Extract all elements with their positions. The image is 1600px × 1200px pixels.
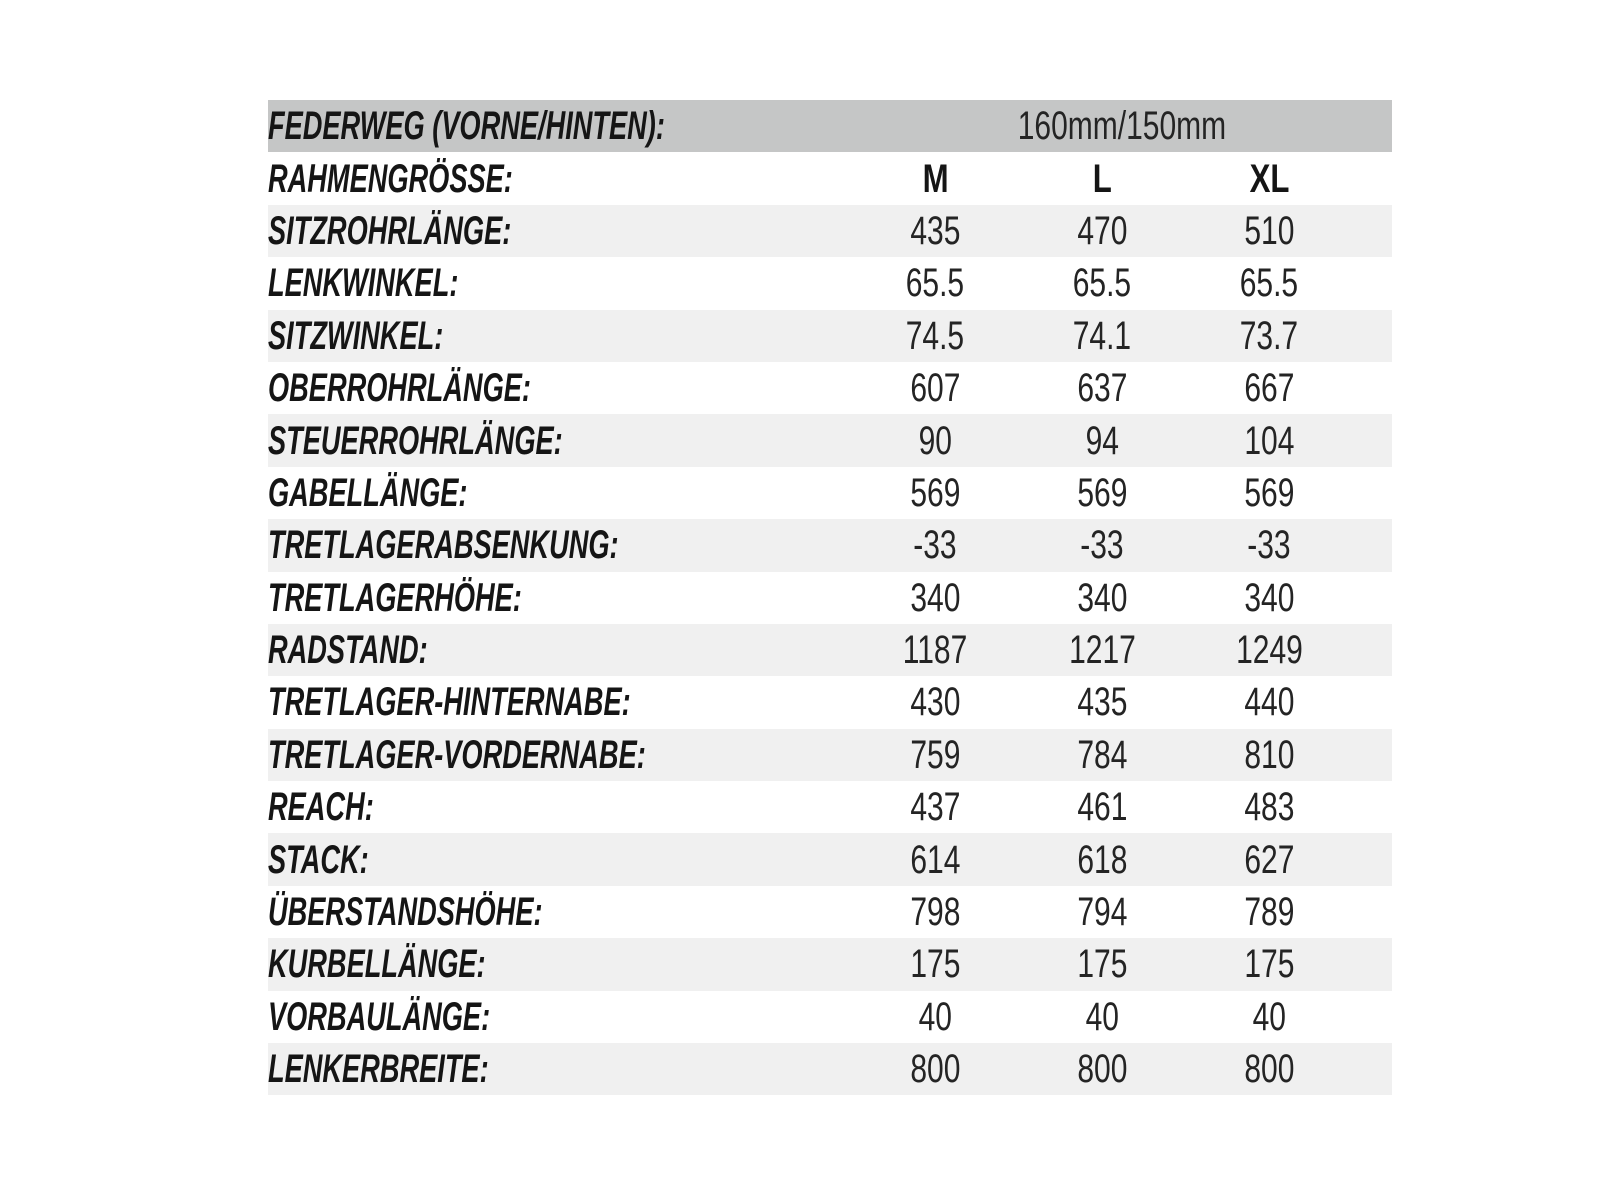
value-l: 800 <box>1077 1047 1128 1092</box>
geometry-spec-table: FEDERWEG (VORNE/HINTEN): 160mm/150mm RAH… <box>268 100 1392 1096</box>
value-m: 430 <box>910 680 961 725</box>
value-xl: 800 <box>1244 1047 1295 1092</box>
row-label: TRETLAGER-HINTERNABE: <box>268 680 631 725</box>
value-m: 1187 <box>902 628 968 673</box>
value-xl: 40 <box>1252 994 1286 1039</box>
value-l: 618 <box>1077 837 1128 882</box>
value-m: 759 <box>910 732 961 777</box>
row-federweg: FEDERWEG (VORNE/HINTEN): 160mm/150mm <box>268 100 1392 153</box>
row-label: STACK: <box>268 837 369 882</box>
value-m: 40 <box>918 994 952 1039</box>
federweg-value: 160mm/150mm <box>1017 104 1226 149</box>
value-l: 794 <box>1077 890 1128 935</box>
value-l: 569 <box>1077 470 1128 515</box>
size-header-xl: XL <box>1249 156 1290 201</box>
row-label: SITZWINKEL: <box>268 313 444 358</box>
row-label: STEUERROHRLÄNGE: <box>268 418 563 463</box>
value-xl: 1249 <box>1235 628 1303 673</box>
row-label-federweg: FEDERWEG (VORNE/HINTEN): <box>268 104 665 149</box>
row-lenkerbreite: LENKERBREITE: 800 800 800 <box>268 1043 1392 1096</box>
value-xl: 104 <box>1244 418 1295 463</box>
row-sitzwinkel: SITZWINKEL: 74.5 74.1 73.7 <box>268 309 1392 362</box>
geometry-spec-table-container: FEDERWEG (VORNE/HINTEN): 160mm/150mm RAH… <box>268 100 1392 1096</box>
value-m: 607 <box>910 366 961 411</box>
value-l: 435 <box>1077 680 1128 725</box>
row-label: KURBELLÄNGE: <box>268 942 486 987</box>
value-m: 65.5 <box>906 261 965 306</box>
row-oberrohrlaenge: OBERROHRLÄNGE: 607 637 667 <box>268 362 1392 414</box>
size-header-m: M <box>922 156 949 201</box>
value-xl: 667 <box>1244 366 1295 411</box>
row-sitzrohrlaenge: SITZROHRLÄNGE: 435 470 510 <box>268 204 1392 258</box>
value-xl: 789 <box>1244 890 1295 935</box>
value-l: 65.5 <box>1073 261 1132 306</box>
value-xl: 569 <box>1244 470 1295 515</box>
row-vorbaulaenge: VORBAULÄNGE: 40 40 40 <box>268 991 1392 1043</box>
value-m: 340 <box>910 575 961 620</box>
value-xl: 510 <box>1244 208 1295 253</box>
row-rahmengroesse: RAHMENGRÖSSE: M L XL <box>268 152 1392 204</box>
row-ueberstandshoehe: ÜBERSTANDSHÖHE: 798 794 789 <box>268 886 1392 938</box>
row-steuerrohrlaenge: STEUERROHRLÄNGE: 90 94 104 <box>268 414 1392 467</box>
value-l: 175 <box>1077 942 1128 987</box>
row-tretlagerhoehe: TRETLAGERHÖHE: 340 340 340 <box>268 572 1392 624</box>
row-label: RADSTAND: <box>268 628 428 673</box>
row-kurbellaenge: KURBELLÄNGE: 175 175 175 <box>268 938 1392 991</box>
row-label: OBERROHRLÄNGE: <box>268 366 531 411</box>
value-m: 437 <box>910 785 961 830</box>
row-label-rahmengroesse: RAHMENGRÖSSE: <box>268 156 513 201</box>
size-header-l: L <box>1092 156 1112 201</box>
value-m: 614 <box>910 837 961 882</box>
row-lenkwinkel: LENKWINKEL: 65.5 65.5 65.5 <box>268 257 1392 309</box>
value-m: 800 <box>910 1047 961 1092</box>
row-label: TRETLAGERABSENKUNG: <box>268 523 619 568</box>
row-gabellaenge: GABELLÄNGE: 569 569 569 <box>268 467 1392 519</box>
row-stack: STACK: 614 618 627 <box>268 833 1392 886</box>
value-xl: 440 <box>1244 680 1295 725</box>
row-reach: REACH: 437 461 483 <box>268 781 1392 833</box>
value-m: 90 <box>918 418 952 463</box>
value-l: -33 <box>1080 523 1124 568</box>
value-l: 40 <box>1085 994 1119 1039</box>
row-label: LENKWINKEL: <box>268 261 459 306</box>
value-xl: -33 <box>1247 523 1291 568</box>
value-xl: 65.5 <box>1240 261 1299 306</box>
value-xl: 810 <box>1244 732 1295 777</box>
value-m: 435 <box>910 208 961 253</box>
row-tretlager-hinternabe: TRETLAGER-HINTERNABE: 430 435 440 <box>268 676 1392 728</box>
row-label: GABELLÄNGE: <box>268 470 468 515</box>
row-radstand: RADSTAND: 1187 1217 1249 <box>268 623 1392 677</box>
value-xl: 627 <box>1244 837 1295 882</box>
value-m: 74.5 <box>906 313 965 358</box>
value-l: 461 <box>1077 785 1128 830</box>
value-xl: 340 <box>1244 575 1295 620</box>
value-xl: 73.7 <box>1240 313 1299 358</box>
row-tretlager-vordernabe: TRETLAGER-VORDERNABE: 759 784 810 <box>268 728 1392 782</box>
row-label: ÜBERSTANDSHÖHE: <box>268 890 543 935</box>
row-label: VORBAULÄNGE: <box>268 994 491 1039</box>
value-m: 798 <box>910 890 961 935</box>
row-label: TRETLAGERHÖHE: <box>268 575 522 620</box>
value-m: 175 <box>910 942 961 987</box>
value-l: 74.1 <box>1073 313 1132 358</box>
row-label: LENKERBREITE: <box>268 1047 489 1092</box>
value-l: 340 <box>1077 575 1128 620</box>
row-label: TRETLAGER-VORDERNABE: <box>268 732 646 777</box>
value-l: 637 <box>1077 366 1128 411</box>
value-l: 470 <box>1077 208 1128 253</box>
value-l: 784 <box>1077 732 1128 777</box>
value-m: -33 <box>913 523 957 568</box>
value-l: 94 <box>1085 418 1119 463</box>
row-tretlagerabsenkung: TRETLAGERABSENKUNG: -33 -33 -33 <box>268 519 1392 572</box>
value-xl: 483 <box>1244 785 1295 830</box>
row-label: REACH: <box>268 785 374 830</box>
row-label: SITZROHRLÄNGE: <box>268 208 512 253</box>
value-l: 1217 <box>1068 628 1136 673</box>
value-m: 569 <box>910 470 961 515</box>
value-xl: 175 <box>1244 942 1295 987</box>
